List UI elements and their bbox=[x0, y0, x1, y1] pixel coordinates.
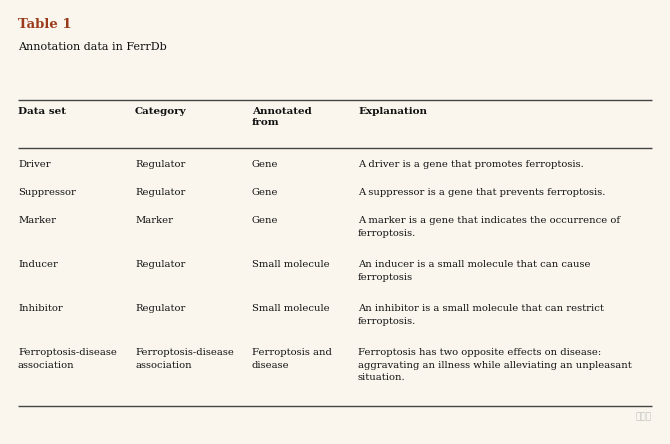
Text: Regulator: Regulator bbox=[135, 160, 186, 169]
Text: A suppressor is a gene that prevents ferroptosis.: A suppressor is a gene that prevents fer… bbox=[358, 188, 606, 197]
Text: Inhibitor: Inhibitor bbox=[18, 304, 63, 313]
Text: 生信人: 生信人 bbox=[636, 412, 652, 421]
Text: Table 1: Table 1 bbox=[18, 18, 72, 31]
Text: Marker: Marker bbox=[135, 216, 173, 225]
Text: Gene: Gene bbox=[252, 216, 279, 225]
Text: Ferroptosis has two opposite effects on disease:
aggravating an illness while al: Ferroptosis has two opposite effects on … bbox=[358, 348, 632, 382]
Text: An inhibitor is a small molecule that can restrict
ferroptosis.: An inhibitor is a small molecule that ca… bbox=[358, 304, 604, 325]
Text: Ferroptosis-disease
association: Ferroptosis-disease association bbox=[135, 348, 234, 369]
Text: Gene: Gene bbox=[252, 188, 279, 197]
Text: Gene: Gene bbox=[252, 160, 279, 169]
Text: Driver: Driver bbox=[18, 160, 51, 169]
Text: Annotation data in FerrDb: Annotation data in FerrDb bbox=[18, 42, 167, 52]
Text: Suppressor: Suppressor bbox=[18, 188, 76, 197]
Text: Ferroptosis-disease
association: Ferroptosis-disease association bbox=[18, 348, 117, 369]
Text: An inducer is a small molecule that can cause
ferroptosis: An inducer is a small molecule that can … bbox=[358, 260, 590, 281]
Text: A marker is a gene that indicates the occurrence of
ferroptosis.: A marker is a gene that indicates the oc… bbox=[358, 216, 620, 238]
Text: Small molecule: Small molecule bbox=[252, 304, 330, 313]
Text: Data set: Data set bbox=[18, 107, 66, 116]
Text: Annotated
from: Annotated from bbox=[252, 107, 312, 127]
Text: Inducer: Inducer bbox=[18, 260, 58, 269]
Text: A driver is a gene that promotes ferroptosis.: A driver is a gene that promotes ferropt… bbox=[358, 160, 584, 169]
Text: Regulator: Regulator bbox=[135, 304, 186, 313]
Text: Regulator: Regulator bbox=[135, 260, 186, 269]
Text: Regulator: Regulator bbox=[135, 188, 186, 197]
Text: Explanation: Explanation bbox=[358, 107, 427, 116]
Text: Category: Category bbox=[135, 107, 187, 116]
Text: Ferroptosis and
disease: Ferroptosis and disease bbox=[252, 348, 332, 369]
Text: Small molecule: Small molecule bbox=[252, 260, 330, 269]
Text: Marker: Marker bbox=[18, 216, 56, 225]
